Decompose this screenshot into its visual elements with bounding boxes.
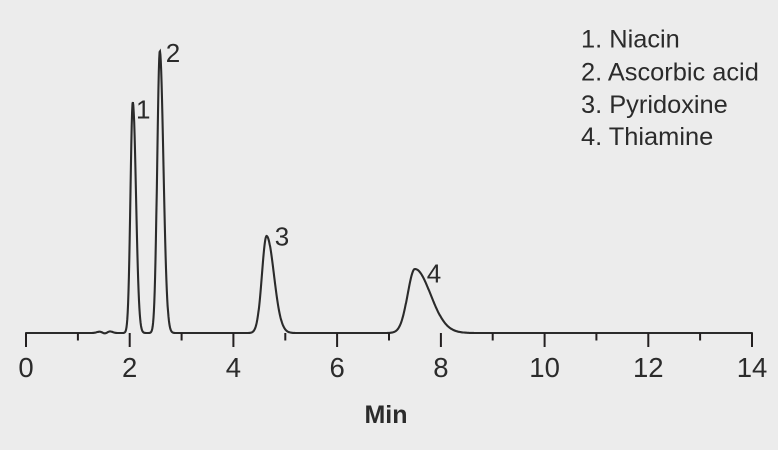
svg-text:8: 8	[433, 352, 448, 383]
svg-text:14: 14	[737, 352, 768, 383]
svg-text:4: 4	[427, 259, 441, 289]
svg-text:12: 12	[633, 352, 664, 383]
svg-text:6: 6	[329, 352, 344, 383]
svg-text:4. Thiamine: 4. Thiamine	[581, 123, 713, 151]
svg-text:0: 0	[18, 352, 33, 383]
svg-text:1. Niacin: 1. Niacin	[581, 25, 680, 53]
svg-text:2. Ascorbic acid: 2. Ascorbic acid	[581, 58, 759, 86]
svg-text:2: 2	[122, 352, 137, 383]
svg-text:Min: Min	[364, 401, 407, 429]
svg-text:3: 3	[275, 221, 289, 251]
svg-text:1: 1	[136, 94, 150, 124]
svg-text:3. Pyridoxine: 3. Pyridoxine	[581, 91, 728, 119]
svg-text:2: 2	[166, 38, 180, 68]
svg-text:4: 4	[226, 352, 241, 383]
svg-text:10: 10	[529, 352, 560, 383]
